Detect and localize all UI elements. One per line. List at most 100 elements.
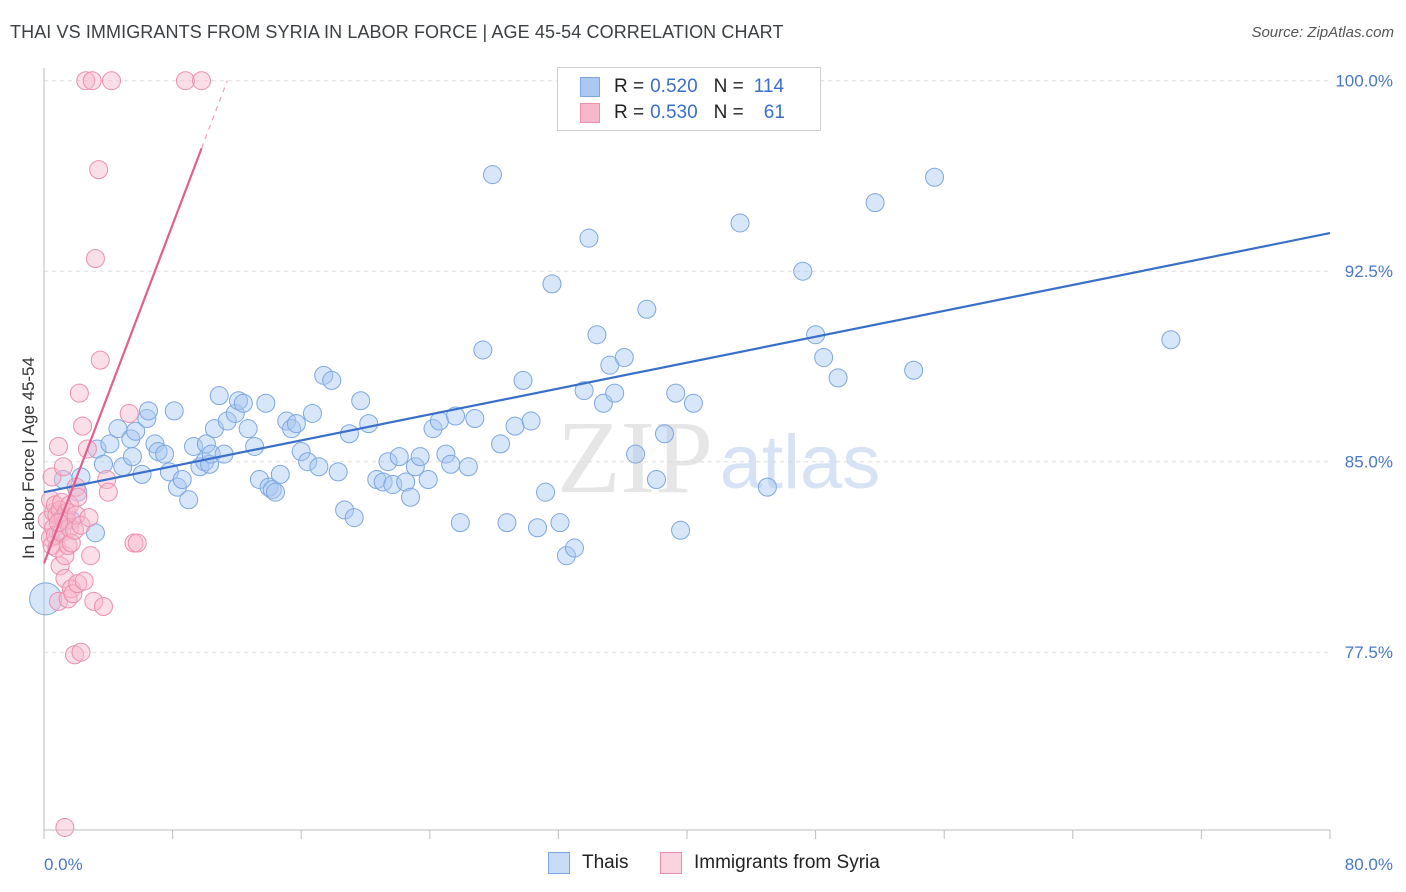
thais-point <box>238 419 258 439</box>
thais-point <box>262 480 282 500</box>
thais-point <box>423 419 443 439</box>
syria-points <box>37 71 212 837</box>
syria-point <box>74 571 94 591</box>
thais-point <box>265 482 285 502</box>
thais-point <box>521 411 541 431</box>
thais-trend-line <box>43 232 1331 494</box>
syria-point <box>175 71 195 91</box>
syria-point <box>73 416 93 436</box>
thais-point <box>196 434 216 454</box>
thais-point <box>637 299 657 319</box>
grid-lines <box>44 80 1330 653</box>
y-tick-label: 77.5% <box>1345 643 1393 662</box>
syria-point <box>192 71 212 91</box>
legend-n-value: 61 <box>763 102 785 123</box>
thais-point <box>164 401 184 421</box>
thais-point <box>256 393 276 413</box>
thais-point <box>93 454 113 474</box>
thais-point <box>126 421 146 441</box>
watermark: ZIP atlas <box>557 400 880 515</box>
legend-label-syria: Immigrants from Syria <box>694 852 880 873</box>
thais-point <box>309 457 329 477</box>
syria-point <box>55 569 75 589</box>
syria-point <box>82 71 102 91</box>
thais-point <box>259 477 279 497</box>
thais-point <box>405 457 425 477</box>
syria-point <box>79 508 99 528</box>
thais-point <box>291 442 311 462</box>
thais-point <box>646 469 666 489</box>
thais-point <box>217 411 237 431</box>
thais-points <box>29 71 1181 616</box>
thais-point <box>344 508 364 528</box>
syria-point <box>102 71 122 91</box>
legend-r-value: 0.520 <box>650 76 698 97</box>
thais-point <box>209 386 229 406</box>
thais-point <box>513 370 533 390</box>
legend-swatch-thais <box>580 77 600 97</box>
thais-point <box>730 213 750 233</box>
y-tick-labels: 77.5% 85.0% 92.5% 100.0% <box>1335 72 1393 663</box>
thais-point <box>536 482 556 502</box>
thais-point <box>389 447 409 467</box>
syria-point <box>50 556 70 576</box>
thais-point <box>229 391 249 411</box>
syria-point <box>76 71 96 91</box>
syria-point <box>61 533 81 553</box>
y-tick-label: 92.5% <box>1345 262 1393 281</box>
thais-point <box>396 472 416 492</box>
thais-point <box>666 383 686 403</box>
legend-item-thais[interactable]: Thais <box>548 852 628 874</box>
syria-point <box>55 546 75 566</box>
thais-point <box>865 193 885 213</box>
x-tick-label: 80.0% <box>1345 855 1393 874</box>
x-tick-labels: 0.0% 80.0% <box>44 855 1393 874</box>
y-tick-label: 85.0% <box>1345 453 1393 472</box>
thais-point <box>614 348 634 368</box>
thais-point <box>249 469 269 489</box>
syria-point <box>63 584 83 604</box>
syria-trend-line <box>42 147 203 564</box>
thais-point <box>302 403 322 423</box>
thais-point <box>683 393 703 413</box>
thais-point <box>137 409 157 429</box>
thais-point <box>233 393 253 413</box>
legend-r-value: 0.530 <box>650 102 698 123</box>
syria-point <box>89 160 109 180</box>
watermark-atlas: atlas <box>720 420 881 505</box>
syria-point <box>71 515 91 535</box>
watermark-zip: ZIP <box>557 400 713 515</box>
syria-point <box>69 383 89 403</box>
legend-r-label: R = <box>614 76 645 97</box>
syria-point <box>65 520 85 540</box>
thais-point <box>298 452 318 472</box>
thais-point <box>155 444 175 464</box>
correlation-legend: R = 0.520 N = 114 R = 0.530 N = 61 <box>557 67 821 131</box>
legend-item-syria[interactable]: Immigrants from Syria <box>660 852 880 874</box>
syria-point <box>55 817 75 837</box>
syria-point <box>53 457 73 477</box>
thais-point <box>359 414 379 434</box>
thais-point <box>574 381 594 401</box>
thais-point <box>605 383 625 403</box>
legend-swatch-syria <box>660 852 682 874</box>
legend-row-thais: R = 0.520 N = 114 <box>580 75 784 99</box>
syria-point <box>93 596 113 616</box>
legend-swatch-syria <box>580 103 600 123</box>
legend-n-value: 114 <box>753 76 785 97</box>
thais-point <box>172 469 192 489</box>
legend-n-label: N = <box>713 102 744 123</box>
thais-point <box>465 409 485 429</box>
thais-point <box>225 403 245 423</box>
thais-point <box>138 401 158 421</box>
thais-point <box>335 500 355 520</box>
syria-point <box>48 436 68 456</box>
thais-point <box>351 391 371 411</box>
thais-point <box>505 416 525 436</box>
thais-point <box>491 434 511 454</box>
chart-source: Source: ZipAtlas.com <box>1251 24 1394 41</box>
trend-lines <box>42 80 1331 564</box>
y-tick-label: 100.0% <box>1335 72 1393 91</box>
syria-trend-extension <box>201 80 228 149</box>
